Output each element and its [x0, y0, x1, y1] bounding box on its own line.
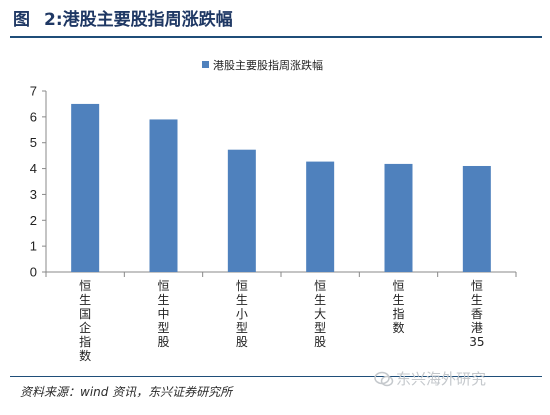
legend-label: 港股主要股指周涨跌幅 — [213, 58, 323, 72]
bar — [149, 119, 178, 272]
figure-title: 图 2:港股主要股指周涨跌幅 — [13, 6, 533, 34]
legend-swatch — [202, 61, 209, 68]
source-note: 资料来源：wind 资讯，东兴证券研究所 — [20, 385, 233, 399]
x-category-label: 恒生小型股 — [236, 279, 248, 349]
x-category-label: 恒生指数 — [392, 279, 404, 335]
y-tick-label: 6 — [30, 109, 37, 124]
wechat-icon — [374, 371, 394, 387]
title-divider — [10, 36, 542, 38]
bar — [462, 165, 491, 272]
bar — [227, 149, 256, 272]
x-category-label: 恒生香港 35 — [469, 279, 484, 349]
figure-number: 图 — [13, 10, 30, 30]
bar — [384, 163, 413, 272]
y-tick-label: 1 — [30, 239, 37, 254]
bar — [71, 103, 100, 272]
y-tick-label: 5 — [30, 135, 37, 150]
y-tick-label: 3 — [30, 187, 37, 202]
figure-title-text: 2:港股主要股指周涨跌幅 — [44, 10, 233, 30]
watermark: 东兴海外研究 — [396, 370, 487, 388]
y-tick-label: 7 — [30, 84, 37, 99]
y-tick-label: 0 — [30, 265, 37, 280]
x-category-label: 恒生大型股 — [314, 279, 326, 349]
y-tick-label: 2 — [30, 213, 37, 228]
y-tick-label: 4 — [30, 161, 37, 176]
x-category-label: 恒生国企指数 — [79, 279, 91, 363]
x-category-label: 恒生中型股 — [157, 279, 169, 349]
bar — [306, 161, 335, 272]
footer-divider — [10, 376, 542, 377]
